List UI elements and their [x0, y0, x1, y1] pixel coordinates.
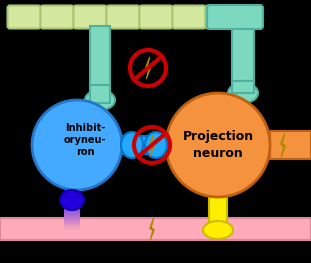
FancyBboxPatch shape	[106, 6, 140, 28]
Ellipse shape	[145, 132, 167, 158]
FancyBboxPatch shape	[64, 217, 80, 219]
FancyBboxPatch shape	[64, 193, 80, 194]
FancyBboxPatch shape	[7, 6, 40, 28]
FancyBboxPatch shape	[211, 233, 225, 234]
FancyBboxPatch shape	[64, 208, 80, 210]
FancyBboxPatch shape	[209, 197, 227, 223]
FancyBboxPatch shape	[64, 200, 80, 202]
FancyBboxPatch shape	[211, 228, 225, 229]
FancyBboxPatch shape	[64, 228, 80, 230]
FancyBboxPatch shape	[64, 219, 80, 220]
FancyBboxPatch shape	[270, 131, 311, 159]
FancyBboxPatch shape	[64, 225, 80, 227]
FancyBboxPatch shape	[64, 206, 80, 208]
FancyBboxPatch shape	[64, 191, 80, 193]
FancyBboxPatch shape	[64, 190, 80, 192]
FancyBboxPatch shape	[232, 81, 254, 93]
FancyBboxPatch shape	[207, 5, 263, 29]
FancyBboxPatch shape	[90, 26, 110, 90]
FancyBboxPatch shape	[64, 216, 80, 218]
FancyBboxPatch shape	[0, 218, 311, 240]
FancyBboxPatch shape	[211, 236, 225, 237]
FancyBboxPatch shape	[173, 6, 206, 28]
Text: Inhibit-
oryneu-
ron: Inhibit- oryneu- ron	[64, 123, 106, 156]
FancyBboxPatch shape	[73, 6, 106, 28]
Ellipse shape	[228, 83, 258, 103]
FancyBboxPatch shape	[64, 222, 80, 224]
Ellipse shape	[121, 132, 143, 158]
FancyBboxPatch shape	[40, 6, 73, 28]
Circle shape	[166, 93, 270, 197]
FancyBboxPatch shape	[64, 220, 80, 222]
FancyBboxPatch shape	[64, 211, 80, 213]
FancyBboxPatch shape	[64, 203, 80, 205]
FancyBboxPatch shape	[211, 237, 225, 238]
Polygon shape	[281, 133, 285, 157]
FancyBboxPatch shape	[211, 235, 225, 236]
FancyBboxPatch shape	[122, 136, 166, 154]
FancyBboxPatch shape	[64, 198, 80, 200]
FancyBboxPatch shape	[64, 196, 80, 198]
FancyBboxPatch shape	[64, 199, 80, 201]
FancyBboxPatch shape	[211, 230, 225, 231]
FancyBboxPatch shape	[64, 224, 80, 226]
Ellipse shape	[85, 90, 115, 110]
FancyBboxPatch shape	[64, 213, 80, 215]
FancyBboxPatch shape	[64, 202, 80, 204]
FancyBboxPatch shape	[211, 231, 225, 232]
Ellipse shape	[203, 221, 233, 239]
FancyBboxPatch shape	[64, 207, 80, 209]
FancyBboxPatch shape	[64, 226, 80, 228]
Polygon shape	[150, 134, 154, 156]
Polygon shape	[146, 57, 150, 79]
FancyBboxPatch shape	[211, 232, 225, 233]
Ellipse shape	[60, 190, 84, 210]
Polygon shape	[150, 218, 154, 240]
FancyBboxPatch shape	[140, 6, 173, 28]
Circle shape	[32, 100, 122, 190]
FancyBboxPatch shape	[64, 194, 80, 196]
FancyBboxPatch shape	[64, 210, 80, 211]
FancyBboxPatch shape	[64, 212, 80, 214]
FancyBboxPatch shape	[64, 204, 80, 206]
FancyBboxPatch shape	[211, 234, 225, 235]
FancyBboxPatch shape	[206, 6, 239, 28]
FancyBboxPatch shape	[211, 229, 225, 230]
FancyBboxPatch shape	[64, 221, 80, 223]
Text: Projection
neuron: Projection neuron	[183, 130, 253, 160]
FancyBboxPatch shape	[64, 195, 80, 197]
FancyBboxPatch shape	[232, 26, 254, 81]
FancyBboxPatch shape	[90, 85, 110, 103]
FancyBboxPatch shape	[64, 215, 80, 216]
